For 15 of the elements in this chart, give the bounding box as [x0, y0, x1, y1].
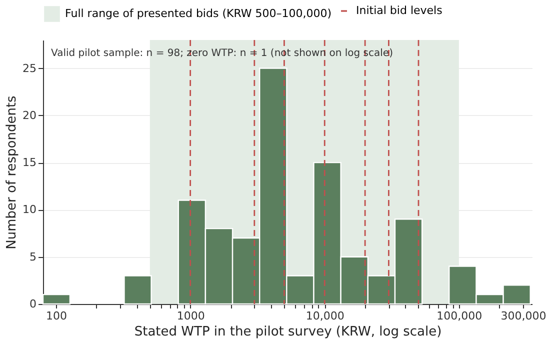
x-tick-label: 10,000 [306, 310, 344, 322]
x-tick-label: 100,000 [436, 310, 482, 322]
legend-label: Initial bid levels [356, 4, 443, 17]
y-tick-label: 0 [30, 298, 36, 310]
y-tick-label: 10 [22, 203, 36, 216]
y-tick-label: 15 [22, 156, 36, 170]
x-tick-label: 300,000 [500, 310, 546, 322]
x-axis-title: Stated WTP in the pilot survey (KRW, log scale) [134, 324, 442, 340]
y-tick-label: 25 [22, 62, 36, 75]
x-tick-label: 1000 [176, 310, 205, 322]
y-axis-title: Number of respondents [4, 95, 20, 250]
x-tick-label: 100 [46, 310, 68, 322]
legend-label: Full range of presented bids (KRW 500–100,000) [65, 7, 332, 20]
y-tick-label: 5 [30, 250, 36, 264]
y-tick-label: 20 [22, 108, 36, 122]
